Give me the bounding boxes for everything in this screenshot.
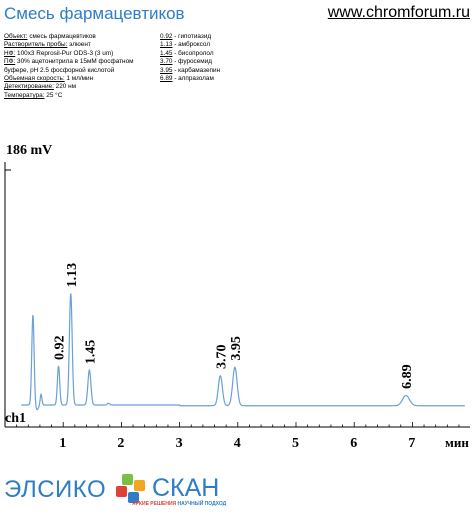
info-value: 220 нм [53,83,76,91]
peak-time: 3.70 [160,58,173,66]
x-tick-label: 7 [408,436,415,451]
compound-name: - бисопролол [172,49,214,57]
peak-legend-item: 0.92 - гипотиазид [160,33,300,41]
peak-legend-item: 3.70 - фуросемид [160,58,300,66]
info-value: 30% ацетонитрила в 15мМ фосфатном [15,58,134,66]
footer-logos: ЭЛСИКО СКАН ЯРКИЕ РЕШЕНИЯ НАУЧНЫЙ ПОДХОД [0,468,472,514]
peak-label: 6.89 [400,364,415,389]
info-label: Объемная скорость: [4,75,65,83]
peak-time: 3.95 [160,66,173,74]
info-value: смесь фармацевтиков [27,33,96,40]
x-ticks: 1 2 3 4 5 6 7 [4,422,460,451]
compound-name: - карбамазепин [172,66,221,74]
info-row: Детектирование: 220 нм [4,83,154,91]
compound-name: - амброксол [172,41,211,49]
info-value: элюент [67,41,91,49]
x-tick-label: 1 [59,436,66,451]
scan-logo: СКАН [152,474,220,502]
peak-time: 1.13 [160,41,173,49]
channel-label: ch1 [5,411,26,426]
puzzle-logo-icon [116,474,145,503]
peak-label: 1.13 [65,263,80,288]
info-label: ПФ: [4,58,16,66]
info-row: НФ: 100x3 Reprosil-Pur ODS-3 (3 um) [4,50,154,58]
info-row: Растворитель пробы: элюент [4,41,154,49]
info-label: Объект: [4,33,28,40]
x-tick-label: 6 [350,436,357,451]
peak-label: 3.70 [214,345,229,370]
compound-name: - фуросемид [172,58,212,66]
peak-label: 0.92 [53,336,68,361]
compound-name: - гипотиазид [172,33,212,40]
info-value: 1 мл/мин [64,75,94,83]
y-top-label: 186 mV [6,143,52,158]
info-label: НФ: [4,49,16,57]
peak-time: 0.92 [160,33,173,40]
peak-legend-item: 1.13 - амброксол [160,41,300,49]
peak-legend-item: 6.89 - алпразолам [160,75,300,83]
peak-legend: 0.92 - гипотиазид 1.13 - амброксол 1.45 - … [160,33,300,83]
peak-time: 1.45 [160,49,173,57]
x-tick-label: 2 [117,436,124,451]
info-value: 100x3 Reprosil-Pur ODS-3 (3 um) [15,49,114,57]
info-row: Температура: 25 °C [4,92,154,100]
x-tick-label: 5 [292,436,299,451]
info-row: буфере, pH 2.5 фосфорной кислотой [4,67,154,75]
info-row: Объект: смесь фармацевтиков [4,33,154,41]
x-tick-label: 3 [176,436,183,451]
peak-legend-item: 3.95 - карбамазепин [160,67,300,75]
x-axis-label: мин [445,435,469,450]
info-label: Детектирование: [4,83,54,91]
page-title: Смесь фармацевтиков [4,4,185,23]
elsiko-logo: ЭЛСИКО [4,476,107,503]
website-link[interactable]: www.chromforum.ru [327,4,470,21]
info-row: ПФ: 30% ацетонитрила в 15мМ фосфатном [4,58,154,66]
info-label: Растворитель пробы: [4,41,68,49]
info-value: 25 °C [44,91,63,99]
info-value: буфере, pH 2.5 фосфорной кислотой [4,66,115,74]
x-tick-label: 4 [234,436,241,451]
peak-label: 1.45 [83,340,98,365]
peak-legend-item: 1.45 - бисопролол [160,50,300,58]
peak-label: 3.95 [229,336,244,361]
method-info: Объект: смесь фармацевтиков Растворитель … [4,33,154,100]
chromatogram-trace [21,293,465,411]
peak-labels: 0.92 1.13 1.45 3.70 3.95 6.89 [53,263,415,389]
compound-name: - алпразолам [172,75,214,83]
peak-time: 6.89 [160,75,173,83]
scan-tagline: ЯРКИЕ РЕШЕНИЯ НАУЧНЫЙ ПОДХОД [132,501,227,507]
info-label: Температура: [4,91,45,99]
info-row: Объемная скорость: 1 мл/мин [4,75,154,83]
